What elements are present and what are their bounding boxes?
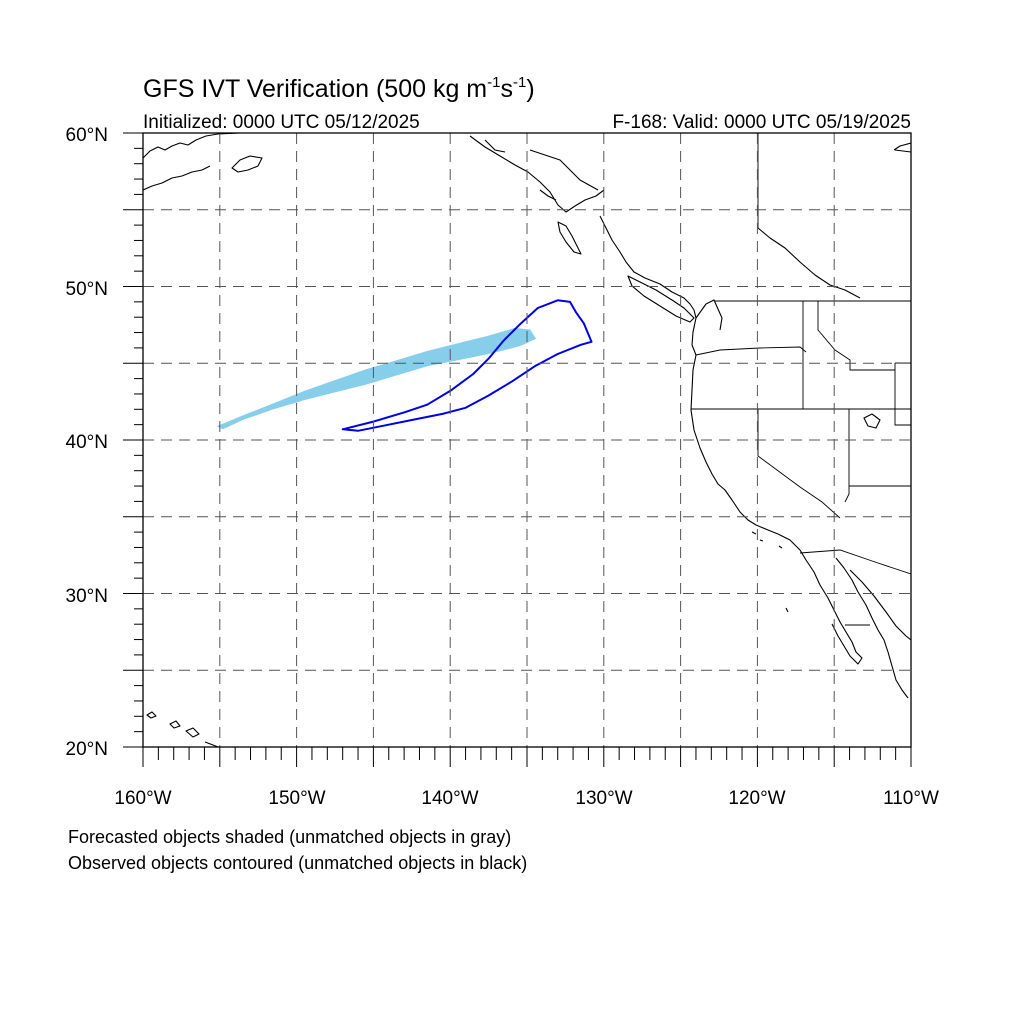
forecast-object-shaded xyxy=(216,327,537,430)
lon-label-110w: 110°W xyxy=(883,788,939,809)
lat-label-60n: 60°N xyxy=(66,125,108,146)
axis-ticks xyxy=(123,132,912,767)
lon-label-140w: 140°W xyxy=(421,788,478,809)
lat-label-50n: 50°N xyxy=(66,279,108,300)
political-borders xyxy=(691,133,911,626)
coastlines xyxy=(143,133,911,747)
lon-label-150w: 150°W xyxy=(268,788,325,809)
initialized-time: Initialized: 0000 UTC 05/12/2025 xyxy=(143,112,420,133)
observed-object-contour xyxy=(341,299,593,432)
lat-label-40n: 40°N xyxy=(66,432,108,453)
lon-label-160w: 160°W xyxy=(114,788,171,809)
longitude-labels: 160°W 150°W 140°W 130°W 120°W 110°W xyxy=(114,788,939,809)
map-title: GFS IVT Verification (500 kg m-1s-1) xyxy=(143,74,535,103)
valid-time: F-168: Valid: 0000 UTC 05/19/2025 xyxy=(612,112,911,133)
note-observed: Observed objects contoured (unmatched ob… xyxy=(68,853,527,873)
lat-label-20n: 20°N xyxy=(66,739,108,760)
lon-label-130w: 130°W xyxy=(575,788,632,809)
lat-lon-gridlines xyxy=(143,133,911,747)
latitude-labels: 60°N 50°N 40°N 30°N 20°N xyxy=(66,125,108,760)
note-forecast: Forecasted objects shaded (unmatched obj… xyxy=(68,827,511,847)
lon-label-120w: 120°W xyxy=(728,788,785,809)
lat-label-30n: 30°N xyxy=(66,586,108,607)
